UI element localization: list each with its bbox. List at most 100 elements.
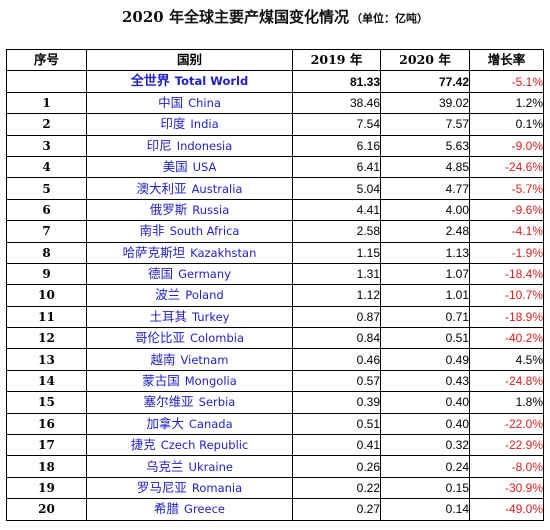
value-2020: 0.43 <box>380 369 470 393</box>
country-name-zh: 希腊 <box>154 501 180 517</box>
country-cell: 蒙古国 Mongolia <box>86 369 293 393</box>
table-body: 全世界 Total World 81.33 77.42 -5.1% 1 中国 Chin… <box>6 70 544 521</box>
value-2020: 0.32 <box>380 434 470 457</box>
country-name-en: Australia <box>191 181 243 196</box>
country-cell: 希腊 Greece <box>86 498 293 521</box>
country-name-en: Mongolia <box>184 374 237 389</box>
row-index: 14 <box>6 369 87 393</box>
row-index: 8 <box>6 241 87 264</box>
value-2020: 39.02 <box>380 91 470 115</box>
value-2020: 0.14 <box>380 498 470 521</box>
title-unit: （单位：亿吨） <box>350 12 428 25</box>
value-2020: 0.40 <box>380 391 470 414</box>
value-2020: 4.00 <box>380 198 470 222</box>
row-index: 18 <box>6 455 87 478</box>
table-row: 7 南非 South Africa 2.58 2.48 -4.1% <box>6 220 544 243</box>
growth-rate: -49.0% <box>469 498 544 521</box>
value-2020: 7.57 <box>380 113 470 136</box>
country-name-zh: 捷克 <box>130 437 156 453</box>
country-cell: 中国 China <box>86 91 293 115</box>
country-name-zh: 越南 <box>150 351 176 367</box>
country-name-en: Kazakhstan <box>190 245 257 260</box>
growth-rate: 1.2% <box>469 91 544 115</box>
value-2020: 1.01 <box>380 284 470 307</box>
country-cell: 越南 Vietnam <box>86 348 293 371</box>
country-name-zh: 南非 <box>139 223 165 239</box>
value-2020: 0.49 <box>380 348 470 371</box>
country-name-zh: 澳大利亚 <box>136 180 187 196</box>
growth-rate: -1.9% <box>469 241 544 264</box>
row-index: 10 <box>6 284 87 307</box>
value-2019: 1.31 <box>292 262 381 286</box>
country-name-zh: 塞尔维亚 <box>143 394 194 410</box>
value-2019: 1.12 <box>292 284 381 307</box>
country-cell: 塞尔维亚 Serbia <box>86 391 293 414</box>
table-row: 16 加拿大 Canada 0.51 0.40 -22.0% <box>6 412 544 436</box>
growth-rate: -30.9% <box>469 476 544 500</box>
value-2019: 2.58 <box>292 220 381 243</box>
country-name-zh: 美国 <box>162 159 188 175</box>
value-2020: 0.40 <box>380 412 470 436</box>
world-total-row: 全世界 Total World 81.33 77.42 -5.1% <box>6 70 544 93</box>
table-row: 13 越南 Vietnam 0.46 0.49 4.5% <box>6 348 544 371</box>
growth-rate: -10.7% <box>469 284 544 307</box>
row-index: 4 <box>6 155 87 179</box>
country-name-zh: 俄罗斯 <box>149 201 188 217</box>
growth-rate: 1.8% <box>469 391 544 414</box>
country-name-zh: 乌克兰 <box>146 458 184 474</box>
country-name-zh: 加拿大 <box>146 415 184 431</box>
country-name-en: Colombia <box>189 331 245 346</box>
header-2020: 2020 年 <box>380 48 470 72</box>
value-2020: 5.63 <box>380 134 470 157</box>
country-cell: 南非 South Africa <box>86 220 293 243</box>
country-cell: 乌克兰 Ukraine <box>86 455 293 478</box>
country-name-zh: 印度 <box>160 116 186 132</box>
growth-rate: -9.6% <box>469 198 544 222</box>
country-name-zh: 蒙古国 <box>142 373 180 389</box>
table-row: 10 波兰 Poland 1.12 1.01 -10.7% <box>6 284 544 307</box>
value-2019: 6.41 <box>292 155 381 179</box>
table-row: 6 俄罗斯 Russia 4.41 4.00 -9.6% <box>6 198 544 222</box>
country-cell: 哥伦比亚 Colombia <box>86 327 293 350</box>
row-index: 20 <box>6 498 87 521</box>
row-index: 6 <box>6 198 87 222</box>
table-row: 1 中国 China 38.46 39.02 1.2% <box>6 91 544 115</box>
country-cell: 捷克 Czech Republic <box>86 434 293 457</box>
country-cell: 美国 USA <box>86 155 293 179</box>
country-name-en: India <box>190 117 219 132</box>
row-index: 2 <box>6 113 87 136</box>
country-name-en: Czech Republic <box>160 438 249 453</box>
row-index: 15 <box>6 391 87 414</box>
value-2020: 1.13 <box>380 241 470 264</box>
country-cell: 印度 India <box>86 113 293 136</box>
value-2019: 0.27 <box>292 498 381 521</box>
value-2020: 77.42 <box>380 70 470 93</box>
table-row: 12 哥伦比亚 Colombia 0.84 0.51 -40.2% <box>6 327 544 350</box>
row-index: 11 <box>6 305 87 329</box>
table-row: 19 罗马尼亚 Romania 0.22 0.15 -30.9% <box>6 476 544 500</box>
country-name-en: South Africa <box>169 224 240 239</box>
growth-rate: 4.5% <box>469 348 544 371</box>
table-row: 5 澳大利亚 Australia 5.04 4.77 -5.7% <box>6 177 544 200</box>
row-index: 13 <box>6 348 87 371</box>
value-2019: 7.54 <box>292 113 381 136</box>
value-2019: 4.41 <box>292 198 381 222</box>
country-name-en: Poland <box>185 288 224 303</box>
growth-rate: -22.9% <box>469 434 544 457</box>
country-name-zh: 全世界 <box>130 74 170 90</box>
country-name-en: Indonesia <box>176 138 233 153</box>
table-row: 8 哈萨克斯坦 Kazakhstan 1.15 1.13 -1.9% <box>6 241 544 264</box>
growth-rate: 0.1% <box>469 113 544 136</box>
table-row: 3 印尼 Indonesia 6.16 5.63 -9.0% <box>6 134 544 157</box>
growth-rate: -9.0% <box>469 134 544 157</box>
row-index: 19 <box>6 476 87 500</box>
header-2019: 2019 年 <box>292 48 381 72</box>
growth-rate: -18.4% <box>469 262 544 286</box>
coal-production-table: 序号 国别 2019 年 2020 年 增长率 全世界 Total World 8… <box>6 48 544 521</box>
country-name-zh: 波兰 <box>155 287 181 303</box>
growth-rate: -24.6% <box>469 155 544 179</box>
country-name-zh: 哈萨克斯坦 <box>122 244 186 260</box>
table-row: 14 蒙古国 Mongolia 0.57 0.43 -24.8% <box>6 369 544 393</box>
country-name-en: Romania <box>191 481 243 495</box>
row-index: 16 <box>6 412 87 436</box>
